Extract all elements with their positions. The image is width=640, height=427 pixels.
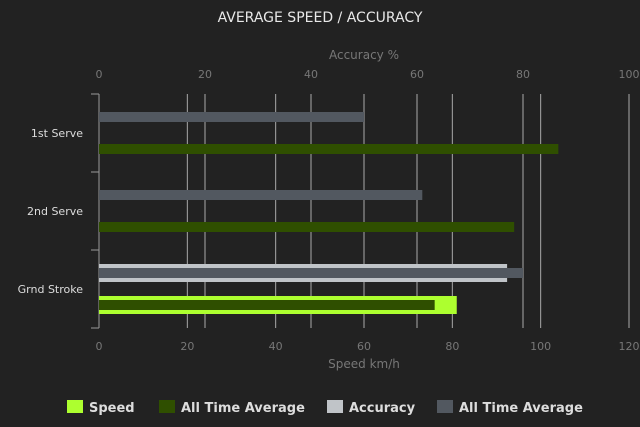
top-tick-label: 20 <box>198 68 212 81</box>
bottom-tick-label: 20 <box>180 340 194 353</box>
legend-swatch <box>437 400 453 413</box>
legend-label: Accuracy <box>349 401 416 416</box>
bottom-axis-label: Speed km/h <box>328 357 400 371</box>
bottom-tick-label: 100 <box>530 340 551 353</box>
chart-title: AVERAGE SPEED / ACCURACY <box>218 10 423 26</box>
legend-label: Speed <box>89 401 135 416</box>
bottom-tick-label: 120 <box>619 340 640 353</box>
top-tick-label: 80 <box>516 68 530 81</box>
legend-label: All Time Average <box>181 401 305 416</box>
top-tick-label: 0 <box>96 68 103 81</box>
accuracy-average-bar <box>99 190 423 200</box>
top-tick-label: 40 <box>304 68 318 81</box>
speed-average-bar <box>99 300 435 310</box>
bottom-tick-label: 0 <box>96 340 103 353</box>
top-axis-label: Accuracy % <box>329 48 399 62</box>
top-tick-label: 60 <box>410 68 424 81</box>
speed-average-bar <box>99 222 515 232</box>
accuracy-average-bar <box>99 112 364 122</box>
legend-swatch <box>159 400 175 413</box>
top-tick-label: 100 <box>619 68 640 81</box>
legend-swatch <box>327 400 343 413</box>
bottom-tick-label: 40 <box>269 340 283 353</box>
legend-label: All Time Average <box>459 401 583 416</box>
category-label: 2nd Serve <box>27 205 83 218</box>
bottom-tick-label: 60 <box>357 340 371 353</box>
speed-average-bar <box>99 144 559 154</box>
legend-swatch <box>67 400 83 413</box>
accuracy-average-bar <box>99 268 523 278</box>
category-label: Grnd Stroke <box>18 283 84 296</box>
bottom-tick-label: 80 <box>445 340 459 353</box>
category-label: 1st Serve <box>31 127 83 140</box>
